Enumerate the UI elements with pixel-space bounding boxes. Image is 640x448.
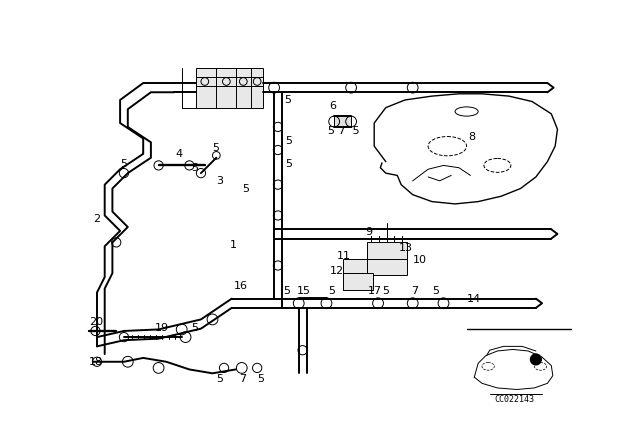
Text: 5: 5 [432, 286, 439, 296]
Text: 5: 5 [120, 159, 127, 169]
Text: 17: 17 [368, 286, 382, 296]
Text: 19: 19 [155, 323, 169, 333]
Text: 5: 5 [285, 159, 292, 169]
Text: 13: 13 [399, 243, 413, 253]
Text: 7: 7 [411, 286, 419, 296]
Text: 5: 5 [212, 143, 220, 153]
Text: 10: 10 [413, 255, 427, 265]
Bar [367, 242, 406, 259]
Text: 14: 14 [467, 293, 481, 304]
Text: 5: 5 [216, 374, 223, 383]
Text: 2: 2 [93, 214, 100, 224]
Text: 5: 5 [284, 95, 291, 105]
Bar [334, 116, 351, 127]
Text: CC022143: CC022143 [494, 395, 534, 404]
Text: 18: 18 [90, 357, 104, 367]
Text: 5: 5 [191, 163, 198, 173]
Text: 6: 6 [330, 101, 337, 111]
Text: 4: 4 [175, 149, 182, 159]
Text: 16: 16 [234, 281, 248, 291]
Bar [344, 259, 367, 273]
Text: 1: 1 [230, 240, 236, 250]
Bar [344, 273, 372, 290]
Text: 5 7  5: 5 7 5 [328, 126, 360, 136]
Text: 11: 11 [337, 250, 351, 260]
Text: 5: 5 [382, 286, 389, 296]
Text: 9: 9 [365, 228, 372, 237]
Bar [367, 259, 406, 275]
Text: 20: 20 [90, 317, 104, 327]
Bar [196, 68, 263, 108]
Text: 5: 5 [257, 374, 264, 383]
Text: 8: 8 [468, 132, 476, 142]
Text: 3: 3 [216, 176, 223, 186]
Text: 5: 5 [284, 286, 291, 296]
Text: 5: 5 [285, 136, 292, 146]
Text: 12: 12 [330, 266, 344, 276]
Text: 15: 15 [297, 286, 311, 296]
Text: 7: 7 [239, 374, 246, 383]
Text: 5: 5 [328, 286, 335, 296]
Text: 5: 5 [191, 323, 198, 333]
Text: 5: 5 [242, 184, 249, 194]
Circle shape [531, 354, 541, 365]
